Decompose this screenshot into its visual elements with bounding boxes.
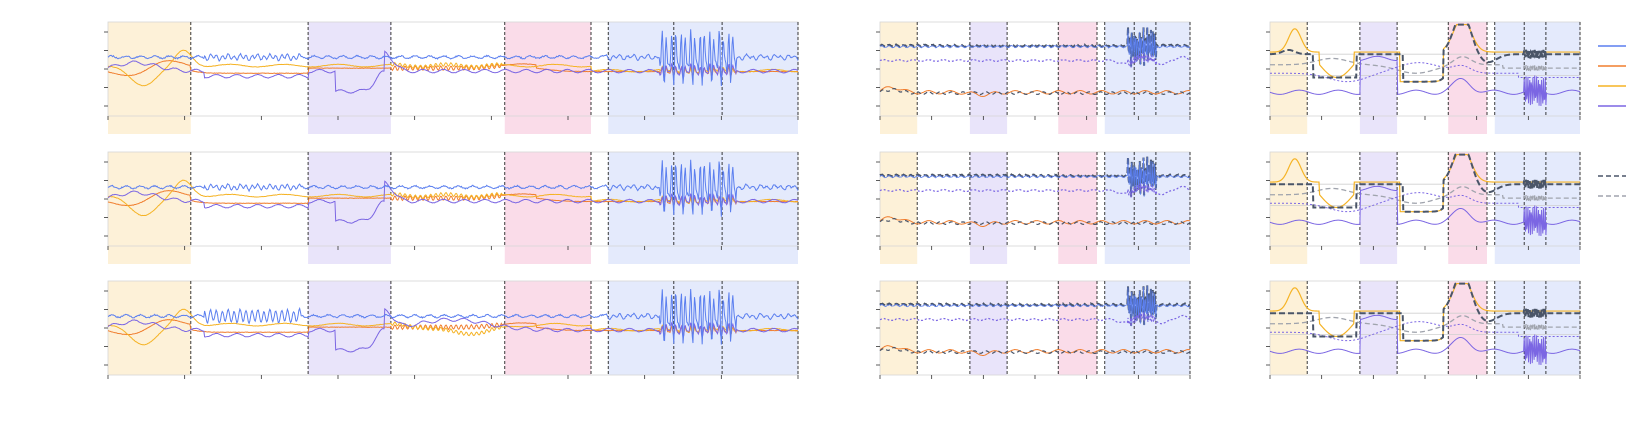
shaded-band-blue	[608, 22, 798, 134]
legend	[1598, 45, 1626, 197]
series-blue-line	[879, 157, 1191, 198]
shaded-band-pink	[1448, 281, 1487, 375]
shaded-band-yellow	[108, 22, 191, 134]
series-blue-line	[107, 288, 799, 345]
series-dashed-dark-line	[1269, 23, 1580, 83]
series-blue-line	[879, 285, 1191, 327]
series-dashed-gray-line	[1270, 315, 1580, 333]
series-blue-line	[879, 27, 1191, 68]
middle-row-3	[876, 280, 1191, 379]
left-row-3	[104, 280, 799, 379]
left-panel	[104, 21, 799, 379]
series-purple-line	[1269, 55, 1581, 106]
shaded-band-pink	[1058, 152, 1097, 264]
shaded-band-yellow	[880, 22, 918, 134]
series-dashed-low-line	[879, 87, 1191, 96]
series-purple-line	[1269, 314, 1581, 365]
series-blue-line	[107, 29, 799, 86]
series-dotted-purple-line	[879, 312, 1191, 327]
shaded-band-blue	[608, 152, 798, 264]
left-row-2	[104, 151, 799, 264]
series-dashed-dark-line	[1270, 282, 1580, 342]
panels	[104, 21, 1581, 379]
shaded-band-blue	[1494, 22, 1580, 134]
shaded-band-pink	[1448, 22, 1487, 134]
series-purple-line	[1269, 185, 1581, 236]
shaded-band-pink	[504, 22, 591, 134]
shaded-band-yellow	[108, 152, 191, 264]
series-dashed-low-line	[879, 217, 1191, 226]
shaded-band-pink	[504, 152, 591, 264]
right-panel	[1266, 21, 1581, 379]
shaded-band-purple	[969, 22, 1008, 134]
right-row-1	[1266, 21, 1581, 134]
shaded-band-purple	[969, 152, 1008, 264]
shaded-band-yellow	[1270, 22, 1308, 134]
middle-row-1	[876, 21, 1191, 134]
shaded-band-purple	[308, 152, 391, 264]
shaded-band-yellow	[1270, 152, 1308, 264]
series-dotted-purple-line	[879, 183, 1191, 198]
series-dashed-gray-line	[1270, 56, 1580, 74]
right-row-3	[1266, 280, 1581, 379]
shaded-band-yellow	[1270, 281, 1308, 375]
shaded-band-blue	[1494, 152, 1580, 264]
shaded-band-pink	[1058, 22, 1097, 134]
middle-panel	[876, 21, 1191, 379]
shaded-band-pink	[1058, 281, 1097, 375]
series-dotted-purple-line	[879, 53, 1191, 68]
series-dashed-gray-line	[1270, 186, 1580, 204]
shaded-band-purple	[969, 281, 1008, 375]
shaded-band-purple	[308, 22, 391, 134]
series-dashed-low-line	[879, 346, 1191, 355]
shaded-band-yellow	[880, 152, 918, 264]
left-row-1	[104, 21, 799, 134]
shaded-band-purple	[308, 281, 391, 375]
series-blue-line	[107, 159, 799, 217]
shaded-band-pink	[1448, 152, 1487, 264]
series-dashed-dark-line	[1270, 153, 1580, 213]
right-row-2	[1266, 151, 1581, 264]
shaded-band-yellow	[880, 281, 918, 375]
shaded-band-purple	[1359, 281, 1398, 375]
middle-row-2	[876, 151, 1191, 264]
